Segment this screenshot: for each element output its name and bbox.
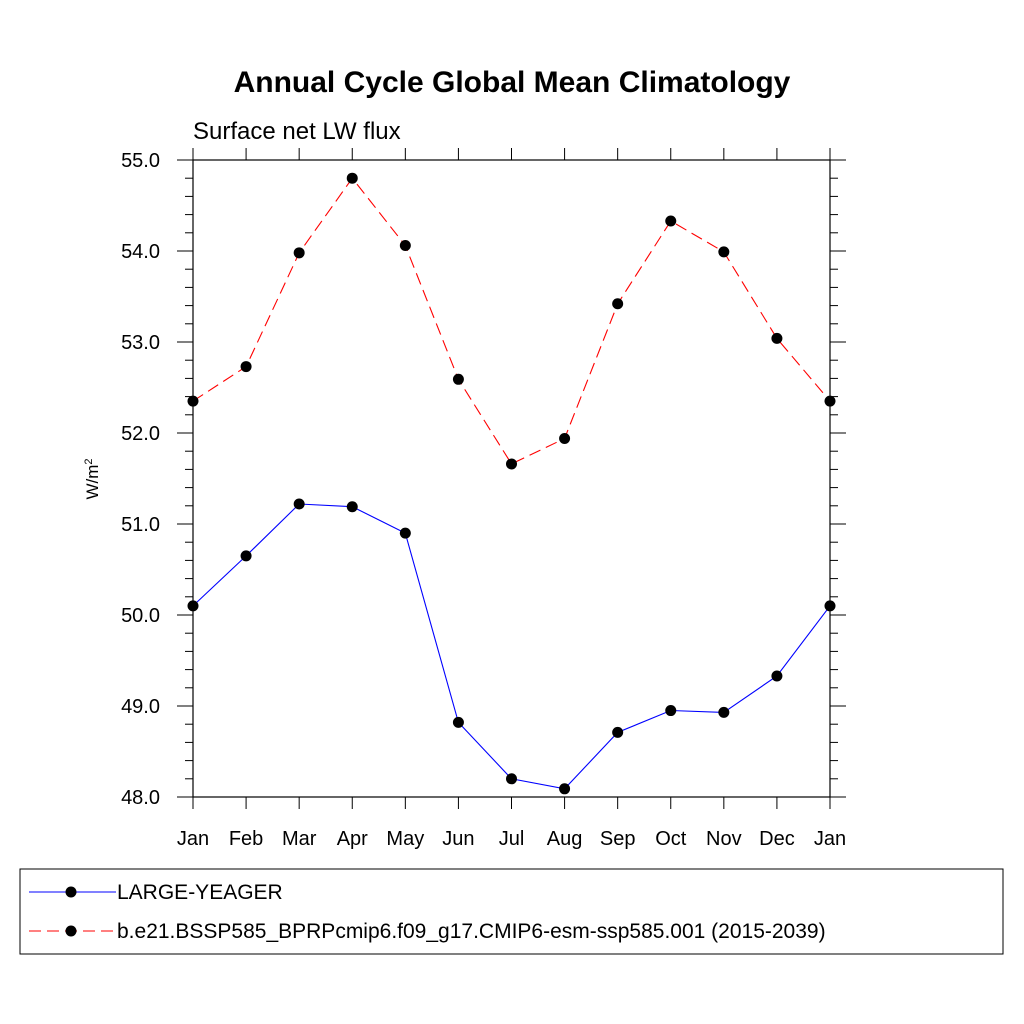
- x-tick-label: Apr: [337, 828, 368, 850]
- series-2-point: [293, 247, 305, 259]
- y-axis-label-base: W/m: [83, 465, 102, 500]
- series-1-point: [240, 550, 252, 562]
- series-1-point: [346, 501, 358, 513]
- chart-subtitle: Surface net LW flux: [193, 118, 401, 145]
- y-tick-label: 51.0: [121, 514, 160, 536]
- x-tick-labels: Jan Feb Mar Apr May Jun Jul Aug Sep Oct Nov Dec Jan: [177, 828, 846, 850]
- legend-marker-2: [65, 925, 77, 937]
- series-2-point: [824, 395, 836, 407]
- y-axis-label-superscript: 2: [83, 458, 95, 464]
- plot-frame: [192, 159, 831, 798]
- legend-box: [19, 868, 1004, 955]
- series-2-point: [718, 246, 730, 258]
- series-line-1: [192, 503, 831, 790]
- series-1-point: [293, 498, 305, 510]
- series-2-point: [665, 215, 677, 227]
- y-axis-label: W/m2: [83, 458, 102, 499]
- series-1-point: [824, 600, 836, 612]
- series-1-point: [665, 705, 677, 717]
- series-1-point: [559, 783, 571, 795]
- x-tick-label: Feb: [229, 828, 263, 850]
- series-line-2: [192, 177, 831, 465]
- y-tick-label: 53.0: [121, 332, 160, 354]
- series-2-point: [612, 298, 624, 310]
- x-tick-label: May: [386, 828, 424, 850]
- series-1-point: [399, 527, 411, 539]
- series-1-point: [718, 706, 730, 718]
- legend-label-2: b.e21.BSSP585_BPRPcmip6.f09_g17.CMIP6-es…: [117, 920, 826, 943]
- x-tick-label: Aug: [547, 828, 583, 850]
- chart-title: Annual Cycle Global Mean Climatology: [234, 66, 791, 99]
- axis-ticks: [177, 148, 846, 809]
- series-2-point: [187, 395, 199, 407]
- series-2-point: [399, 240, 411, 252]
- x-tick-label: Oct: [655, 828, 687, 850]
- series-2-point: [240, 361, 252, 373]
- series-2-point: [559, 432, 571, 444]
- y-tick-label: 48.0: [121, 787, 160, 809]
- x-tick-label: Jan: [814, 828, 846, 850]
- x-tick-label: Mar: [282, 828, 317, 850]
- x-tick-label: Jun: [442, 828, 474, 850]
- x-tick-label: Jul: [499, 828, 525, 850]
- x-tick-label: Sep: [600, 828, 636, 850]
- y-tick-labels: 48.0 49.0 50.0 51.0 52.0 53.0 54.0 55.0: [121, 150, 160, 809]
- y-tick-label: 55.0: [121, 150, 160, 172]
- series-1-point: [187, 600, 199, 612]
- series-2-point: [452, 373, 464, 385]
- series-1-point: [452, 716, 464, 728]
- legend: LARGE-YEAGER b.e21.BSSP585_BPRPcmip6.f09_…: [29, 881, 826, 943]
- series-1-point: [612, 726, 624, 738]
- series-1-point: [506, 773, 517, 785]
- x-tick-label: Dec: [759, 828, 795, 850]
- series-2-point: [506, 458, 517, 470]
- series-2-point: [346, 172, 358, 184]
- x-tick-label: Jan: [177, 828, 209, 850]
- y-tick-label: 49.0: [121, 696, 160, 718]
- legend-label-1: LARGE-YEAGER: [117, 881, 283, 904]
- legend-marker-1: [65, 886, 77, 898]
- y-tick-label: 54.0: [121, 241, 160, 263]
- series-1-point: [771, 670, 783, 682]
- series-2-point: [771, 332, 783, 344]
- y-tick-label: 50.0: [121, 605, 160, 627]
- series-layer: [187, 172, 836, 795]
- x-tick-label: Nov: [706, 828, 742, 850]
- y-tick-label: 52.0: [121, 423, 160, 445]
